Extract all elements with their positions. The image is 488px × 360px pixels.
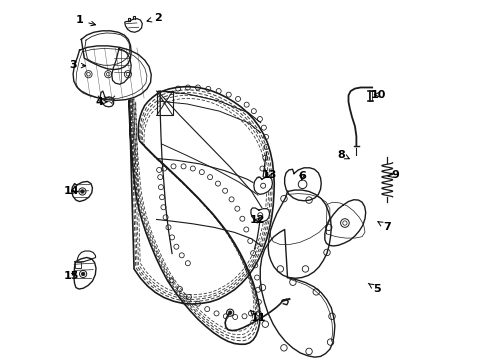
- Polygon shape: [73, 46, 151, 100]
- Text: 14: 14: [64, 186, 79, 197]
- Polygon shape: [324, 200, 365, 246]
- Text: 9: 9: [387, 170, 398, 180]
- Text: 5: 5: [367, 283, 380, 294]
- Text: 3: 3: [69, 60, 85, 70]
- Text: 7: 7: [377, 222, 390, 232]
- Circle shape: [81, 272, 85, 276]
- Text: 2: 2: [147, 13, 161, 23]
- Polygon shape: [100, 91, 113, 107]
- Polygon shape: [260, 229, 334, 357]
- Text: 10: 10: [369, 90, 385, 100]
- Polygon shape: [284, 168, 321, 201]
- Polygon shape: [250, 208, 269, 222]
- Polygon shape: [72, 181, 92, 202]
- Polygon shape: [253, 177, 272, 194]
- Text: 12: 12: [249, 215, 264, 225]
- Text: 11: 11: [250, 310, 265, 323]
- Circle shape: [228, 311, 231, 315]
- Polygon shape: [81, 31, 131, 69]
- Polygon shape: [74, 257, 96, 289]
- Text: 1: 1: [76, 15, 95, 26]
- Polygon shape: [124, 19, 142, 32]
- Text: 6: 6: [297, 171, 305, 181]
- Text: 13: 13: [261, 170, 276, 180]
- Text: 8: 8: [337, 150, 348, 160]
- Circle shape: [81, 190, 84, 193]
- Text: 15: 15: [64, 271, 79, 281]
- Polygon shape: [267, 190, 330, 278]
- Bar: [368, 91, 371, 101]
- Text: 4: 4: [95, 97, 107, 107]
- Polygon shape: [112, 49, 131, 84]
